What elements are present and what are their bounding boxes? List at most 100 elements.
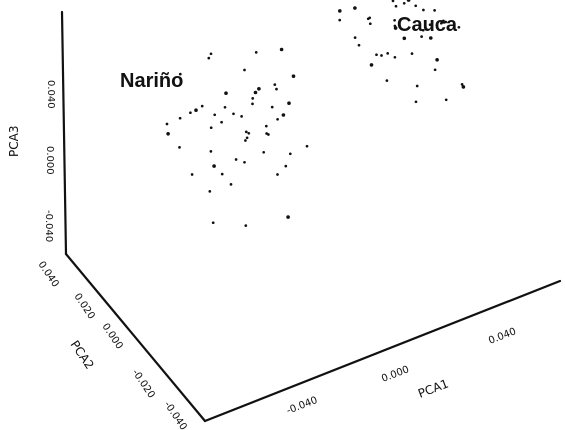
pca2-tick-label: 0.040	[36, 260, 61, 290]
cauca-point	[393, 18, 396, 22]
cauca-point	[444, 98, 448, 102]
cauca-point	[402, 36, 407, 41]
narino-point	[165, 122, 169, 126]
cauca-point	[402, 1, 406, 5]
points-layer	[165, 0, 466, 227]
narino-point	[281, 113, 286, 117]
cauca-point	[394, 4, 398, 8]
narino-point	[209, 150, 213, 153]
cauca-point	[414, 4, 418, 8]
cauca-point	[393, 24, 397, 28]
narino-point	[279, 47, 284, 52]
narino-point	[212, 164, 216, 168]
narino-point	[288, 152, 292, 156]
narino-point	[213, 113, 217, 117]
narino-point	[223, 105, 227, 109]
cauca-point	[338, 9, 342, 13]
pca2-tick-label: 0.000	[100, 322, 125, 352]
cauca-point	[460, 83, 464, 86]
narino-point	[166, 132, 170, 136]
narino-point	[178, 146, 181, 149]
narino-point	[220, 172, 224, 176]
narino-point	[220, 120, 223, 124]
narino-point	[276, 117, 279, 121]
cauca-point	[433, 9, 436, 12]
pca2-axis-line	[64, 252, 207, 423]
narino-point	[244, 130, 248, 134]
narino-point	[245, 136, 249, 140]
narino-point	[273, 83, 277, 86]
pca1-axis-title: PCA1	[416, 376, 450, 400]
cauca-point	[385, 79, 389, 82]
cauca-point	[406, 0, 411, 2]
cauca-point	[353, 6, 357, 10]
cauca-label: Cauca	[397, 14, 458, 36]
cauca-point	[435, 58, 439, 62]
narino-point	[305, 144, 309, 148]
cauca-point	[429, 36, 433, 40]
narino-point	[284, 164, 288, 168]
narino-point	[178, 72, 182, 76]
cauca-point	[357, 43, 361, 47]
narino-point	[208, 190, 212, 193]
narino-point	[207, 56, 211, 60]
narino-point	[232, 112, 235, 116]
pca3-axis-line	[60, 10, 68, 256]
pca2-tick-label: -0.020	[130, 368, 157, 401]
cauca-point	[369, 63, 374, 67]
cauca-point	[442, 19, 445, 23]
narino-point	[200, 104, 204, 108]
cauca-point	[415, 84, 419, 88]
pca3-tick-label: 0.000	[44, 146, 55, 175]
narino-point	[276, 173, 279, 176]
narino-point	[291, 74, 296, 78]
narino-point	[244, 139, 247, 142]
narino-point	[209, 126, 213, 130]
pca3-tick-label: -0.040	[43, 210, 54, 242]
narino-point	[240, 115, 243, 118]
narino-point	[178, 116, 182, 120]
narino-point	[287, 101, 291, 105]
narino-label: Nariño	[120, 70, 183, 92]
cauca-point	[428, 23, 432, 27]
cauca-point	[433, 68, 437, 72]
cauca-point	[421, 28, 425, 32]
narino-point	[251, 97, 255, 100]
pca3-axis-title: PCA3	[7, 126, 21, 157]
group-labels: Nariño Cauca	[120, 14, 458, 92]
pca1-tick-label: 0.040	[487, 326, 518, 347]
cauca-point	[353, 36, 357, 39]
narino-point	[194, 108, 198, 112]
narino-point	[211, 221, 215, 225]
cauca-point	[414, 100, 418, 104]
cauca-point	[386, 52, 390, 55]
narino-point	[267, 133, 270, 136]
narino-point	[251, 102, 254, 106]
narino-point	[253, 90, 258, 95]
narino-point	[264, 124, 268, 128]
cauca-point	[439, 21, 443, 25]
pca1-axis-line	[203, 279, 562, 423]
narino-point	[257, 87, 261, 91]
axes	[60, 10, 562, 423]
cauca-point	[422, 8, 425, 12]
narino-point	[244, 224, 248, 227]
pca2-tick-label: 0.020	[72, 292, 97, 322]
narino-point	[247, 131, 251, 135]
cauca-point	[368, 16, 372, 20]
narino-point	[209, 52, 213, 56]
narino-point	[262, 150, 266, 154]
narino-point	[254, 51, 258, 54]
narino-point	[275, 87, 278, 91]
cauca-point	[457, 25, 461, 29]
cauca-point	[410, 52, 414, 55]
narino-point	[286, 215, 290, 219]
pca2-axis-title: PCA2	[68, 338, 97, 372]
cauca-point	[393, 55, 397, 59]
cauca-point	[391, 0, 395, 3]
cauca-point	[338, 18, 342, 22]
cauca-point	[375, 53, 378, 57]
narino-point	[189, 111, 192, 115]
